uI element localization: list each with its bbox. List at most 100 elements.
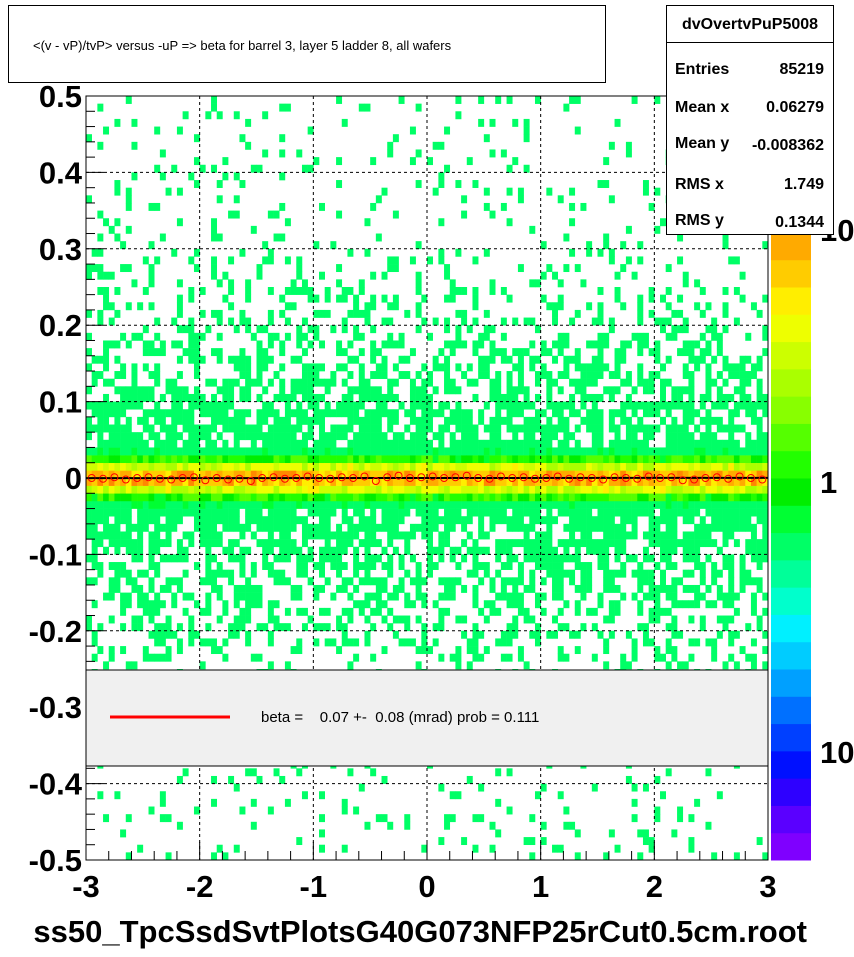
heat-cell xyxy=(409,393,416,402)
profile-point xyxy=(701,474,710,482)
heat-cell xyxy=(495,539,502,548)
heat-cell xyxy=(733,607,740,616)
heat-cell xyxy=(449,416,456,425)
heat-cell xyxy=(353,508,360,517)
heat-cell xyxy=(296,271,303,280)
heat-cell xyxy=(574,607,581,616)
heat-cell xyxy=(461,317,468,326)
heat-cell xyxy=(654,592,661,601)
heat-cell xyxy=(330,455,337,464)
heat-cell xyxy=(597,455,604,464)
heat-cell xyxy=(142,478,149,486)
heat-cell xyxy=(671,508,678,517)
heat-cell xyxy=(677,661,684,670)
heat-cell xyxy=(114,233,121,242)
heat-cell xyxy=(716,455,723,464)
heat-cell xyxy=(648,485,655,494)
heat-cell xyxy=(563,539,570,548)
heat-cell xyxy=(625,149,632,158)
heat-cell xyxy=(347,355,354,364)
heat-cell xyxy=(534,531,541,540)
heat-cell xyxy=(330,325,337,334)
heat-cell xyxy=(91,630,98,639)
heat-cell xyxy=(614,531,621,540)
heat-cell xyxy=(711,539,718,548)
heat-cell xyxy=(103,126,110,135)
heat-cell xyxy=(353,569,360,578)
heat-cell xyxy=(97,485,104,494)
heat-cell xyxy=(91,638,98,647)
heat-cell xyxy=(665,409,672,418)
heat-cell xyxy=(353,332,360,341)
heat-cell xyxy=(608,500,615,509)
heat-cell xyxy=(228,546,235,555)
heat-cell xyxy=(739,393,746,402)
heat-cell xyxy=(506,371,513,379)
heat-cell xyxy=(540,340,547,349)
heat-cell xyxy=(398,371,405,379)
heat-cell xyxy=(211,424,218,433)
heat-cell xyxy=(290,302,297,311)
heat-cell xyxy=(409,126,416,135)
heat-cell xyxy=(540,516,547,525)
heat-cell xyxy=(159,638,166,647)
heat-cell xyxy=(296,287,303,295)
heat-cell xyxy=(233,210,240,219)
heat-cell xyxy=(171,600,178,609)
heat-cell xyxy=(506,806,513,815)
heat-cell xyxy=(478,455,485,464)
heat-cell xyxy=(199,661,206,670)
heat-cell xyxy=(319,416,325,425)
heat-cell xyxy=(665,539,672,548)
heat-cell xyxy=(466,439,473,448)
heat-cell xyxy=(750,455,757,464)
heat-cell xyxy=(506,768,513,777)
heat-cell xyxy=(517,187,524,196)
heat-cell xyxy=(682,539,689,548)
heat-cell xyxy=(495,462,502,471)
heat-cell xyxy=(432,600,439,609)
heat-cell xyxy=(250,653,257,662)
heat-cell xyxy=(444,416,451,425)
heat-cell xyxy=(449,439,456,448)
heat-cell xyxy=(296,462,303,471)
heat-cell xyxy=(489,523,496,532)
heat-cell xyxy=(739,516,746,525)
heat-cell xyxy=(211,401,218,410)
heat-cell xyxy=(620,546,627,555)
heat-cell xyxy=(387,500,394,509)
heat-cell xyxy=(608,478,615,486)
heat-cell xyxy=(750,302,757,311)
heat-cell xyxy=(370,157,377,166)
heat-cell xyxy=(142,325,149,334)
heat-cell xyxy=(637,577,644,586)
heat-cell xyxy=(762,485,769,494)
heat-cell xyxy=(432,363,439,372)
heat-cell xyxy=(591,546,598,555)
heat-cell xyxy=(608,462,615,471)
heat-cell xyxy=(642,623,649,632)
heat-cell xyxy=(137,546,144,555)
heat-cell xyxy=(569,539,576,548)
heat-cell xyxy=(671,386,678,395)
heat-cell xyxy=(506,562,513,570)
heat-cell xyxy=(705,768,712,777)
heat-cell xyxy=(461,630,468,639)
heat-cell xyxy=(250,508,257,517)
heat-cell xyxy=(313,447,320,456)
heat-cell xyxy=(716,424,723,433)
heat-cell xyxy=(392,615,399,624)
heat-cell xyxy=(154,470,161,479)
heat-cell xyxy=(608,325,615,334)
heat-cell xyxy=(455,96,462,104)
heat-cell xyxy=(722,424,729,433)
heat-cell xyxy=(540,462,547,471)
heat-cell xyxy=(671,493,678,502)
heat-cell xyxy=(705,455,712,464)
heat-cell xyxy=(648,447,655,456)
heat-cell xyxy=(552,615,559,624)
heat-cell xyxy=(188,424,195,433)
heat-cell xyxy=(245,462,252,471)
heat-cell xyxy=(444,508,451,517)
heat-cell xyxy=(642,569,649,578)
